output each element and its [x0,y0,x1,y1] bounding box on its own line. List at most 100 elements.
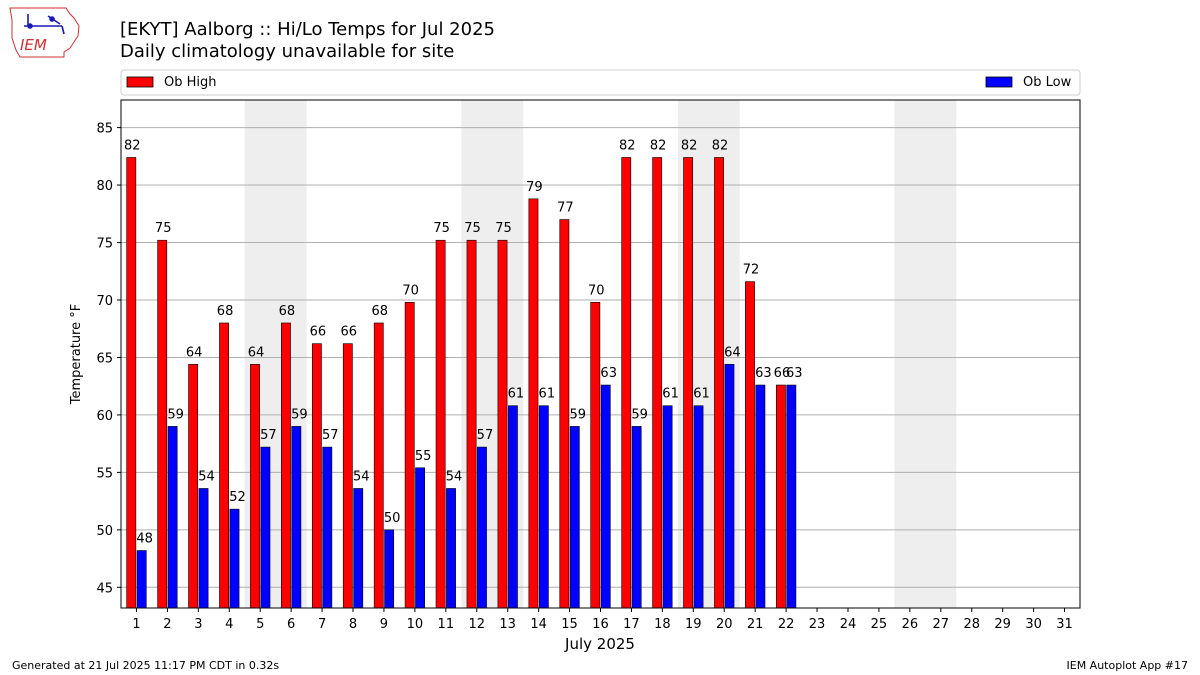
x-tick-label: 9 [380,617,388,632]
data-label: 70 [402,283,419,298]
y-gridlines [121,127,1080,588]
bar-ob-low [786,384,797,609]
data-label: 59 [569,407,586,422]
bar-ob-high [373,322,384,609]
bar-ob-high [528,198,539,609]
bar-ob-low [322,446,333,609]
bar-ob-low [198,488,209,609]
data-label: 82 [650,138,667,153]
bar-ob-low [167,426,178,609]
data-label: 54 [353,469,370,484]
data-label: 64 [248,345,265,360]
data-label: 63 [600,366,617,381]
data-label: 72 [743,263,760,278]
bar-ob-low [631,426,642,609]
data-label: 68 [217,304,234,319]
data-label: 57 [260,428,277,443]
bar-ob-low [600,384,611,609]
bar-ob-low [693,405,704,609]
data-label: 82 [124,138,141,153]
data-label: 57 [477,428,494,443]
bar-ob-high [466,239,477,609]
bar-ob-low [507,405,518,609]
data-label: 63 [755,366,772,381]
x-tick-label: 30 [1025,617,1042,632]
bar-ob-high [621,157,632,609]
data-label: 54 [446,469,463,484]
data-label: 82 [712,138,729,153]
data-label: 82 [619,138,636,153]
bar-ob-high [652,157,663,609]
data-label: 54 [198,469,215,484]
legend-swatch-ob-high [126,76,154,88]
data-label: 79 [526,180,543,195]
bar-ob-high [745,281,755,609]
footer-generated-text: Generated at 21 Jul 2025 11:17 PM CDT in… [12,659,280,672]
y-axis-ticks: 45 50 55 60 65 70 75 80 85 [96,122,121,596]
y-tick-label: 60 [96,409,113,424]
x-tick-label: 15 [561,617,578,632]
x-tick-label: 26 [902,617,919,632]
data-label: 75 [464,221,481,236]
chart-title: [EKYT] Aalborg :: Hi/Lo Temps for Jul 20… [120,19,495,40]
bar-ob-low [477,446,487,609]
x-tick-label: 21 [747,617,764,632]
x-tick-label: 2 [163,617,171,632]
iem-logo: IEM [9,7,80,58]
bar-ob-low [229,508,240,609]
data-label: 66 [310,325,327,340]
x-tick-label: 18 [654,617,671,632]
bar-ob-low [538,405,549,609]
x-tick-label: 7 [318,617,326,632]
data-label: 75 [155,221,172,236]
data-label: 68 [371,304,388,319]
data-label: 61 [693,387,710,402]
x-tick-label: 10 [407,617,424,632]
x-tick-label: 24 [840,617,857,632]
data-label: 64 [724,345,741,360]
bar-ob-low [384,529,395,609]
y-tick-label: 55 [96,466,113,481]
data-label: 59 [291,407,308,422]
bar-ob-high [311,343,322,609]
bar-ob-high [219,322,229,609]
bar-ob-low [446,488,456,609]
x-tick-label: 19 [685,617,702,632]
data-labels: 82 75 64 68 64 68 66 66 68 70 75 75 75 79 77 70 82 82 82 82… [124,138,803,546]
bar-ob-low [755,384,766,609]
y-tick-label: 50 [96,524,113,539]
bar-ob-low [260,446,271,609]
footer-app-text: IEM Autoplot App #17 [1066,659,1189,672]
y-tick-label: 70 [96,294,113,309]
bar-ob-low [353,488,364,609]
x-tick-label: 27 [933,617,950,632]
data-label: 50 [384,511,401,526]
data-label: 64 [186,345,203,360]
legend-label-ob-high: Ob High [164,75,217,90]
data-label: 75 [495,221,512,236]
bar-ob-high [250,364,260,609]
bar-ob-high [157,239,168,609]
x-tick-label: 31 [1056,617,1073,632]
data-label: 57 [322,428,339,443]
data-label: 70 [588,283,605,298]
bar-ob-low [291,426,302,609]
bar-ob-low [662,405,673,609]
legend: Ob High Ob Low [120,69,1081,96]
x-tick-label: 17 [623,617,640,632]
data-label: 59 [167,407,184,422]
x-tick-label: 16 [592,617,609,632]
x-tick-label: 1 [132,617,140,632]
y-axis-label: Temperature °F [69,304,84,405]
legend-label-ob-low: Ob Low [1023,75,1072,90]
data-label: 77 [557,201,574,216]
weekend-band [894,100,957,608]
x-tick-label: 14 [530,617,547,632]
legend-swatch-ob-low [985,76,1013,88]
data-label: 48 [136,532,153,547]
x-tick-label: 12 [468,617,485,632]
x-tick-label: 22 [778,617,795,632]
bar-ob-high [435,239,446,609]
x-tick-label: 8 [349,617,357,632]
